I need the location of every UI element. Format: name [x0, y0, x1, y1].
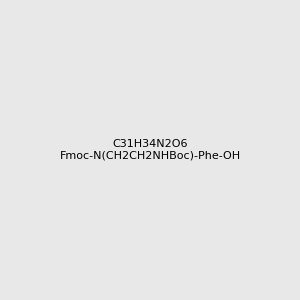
- Text: C31H34N2O6
Fmoc-N(CH2CH2NHBoc)-Phe-OH: C31H34N2O6 Fmoc-N(CH2CH2NHBoc)-Phe-OH: [59, 139, 241, 161]
